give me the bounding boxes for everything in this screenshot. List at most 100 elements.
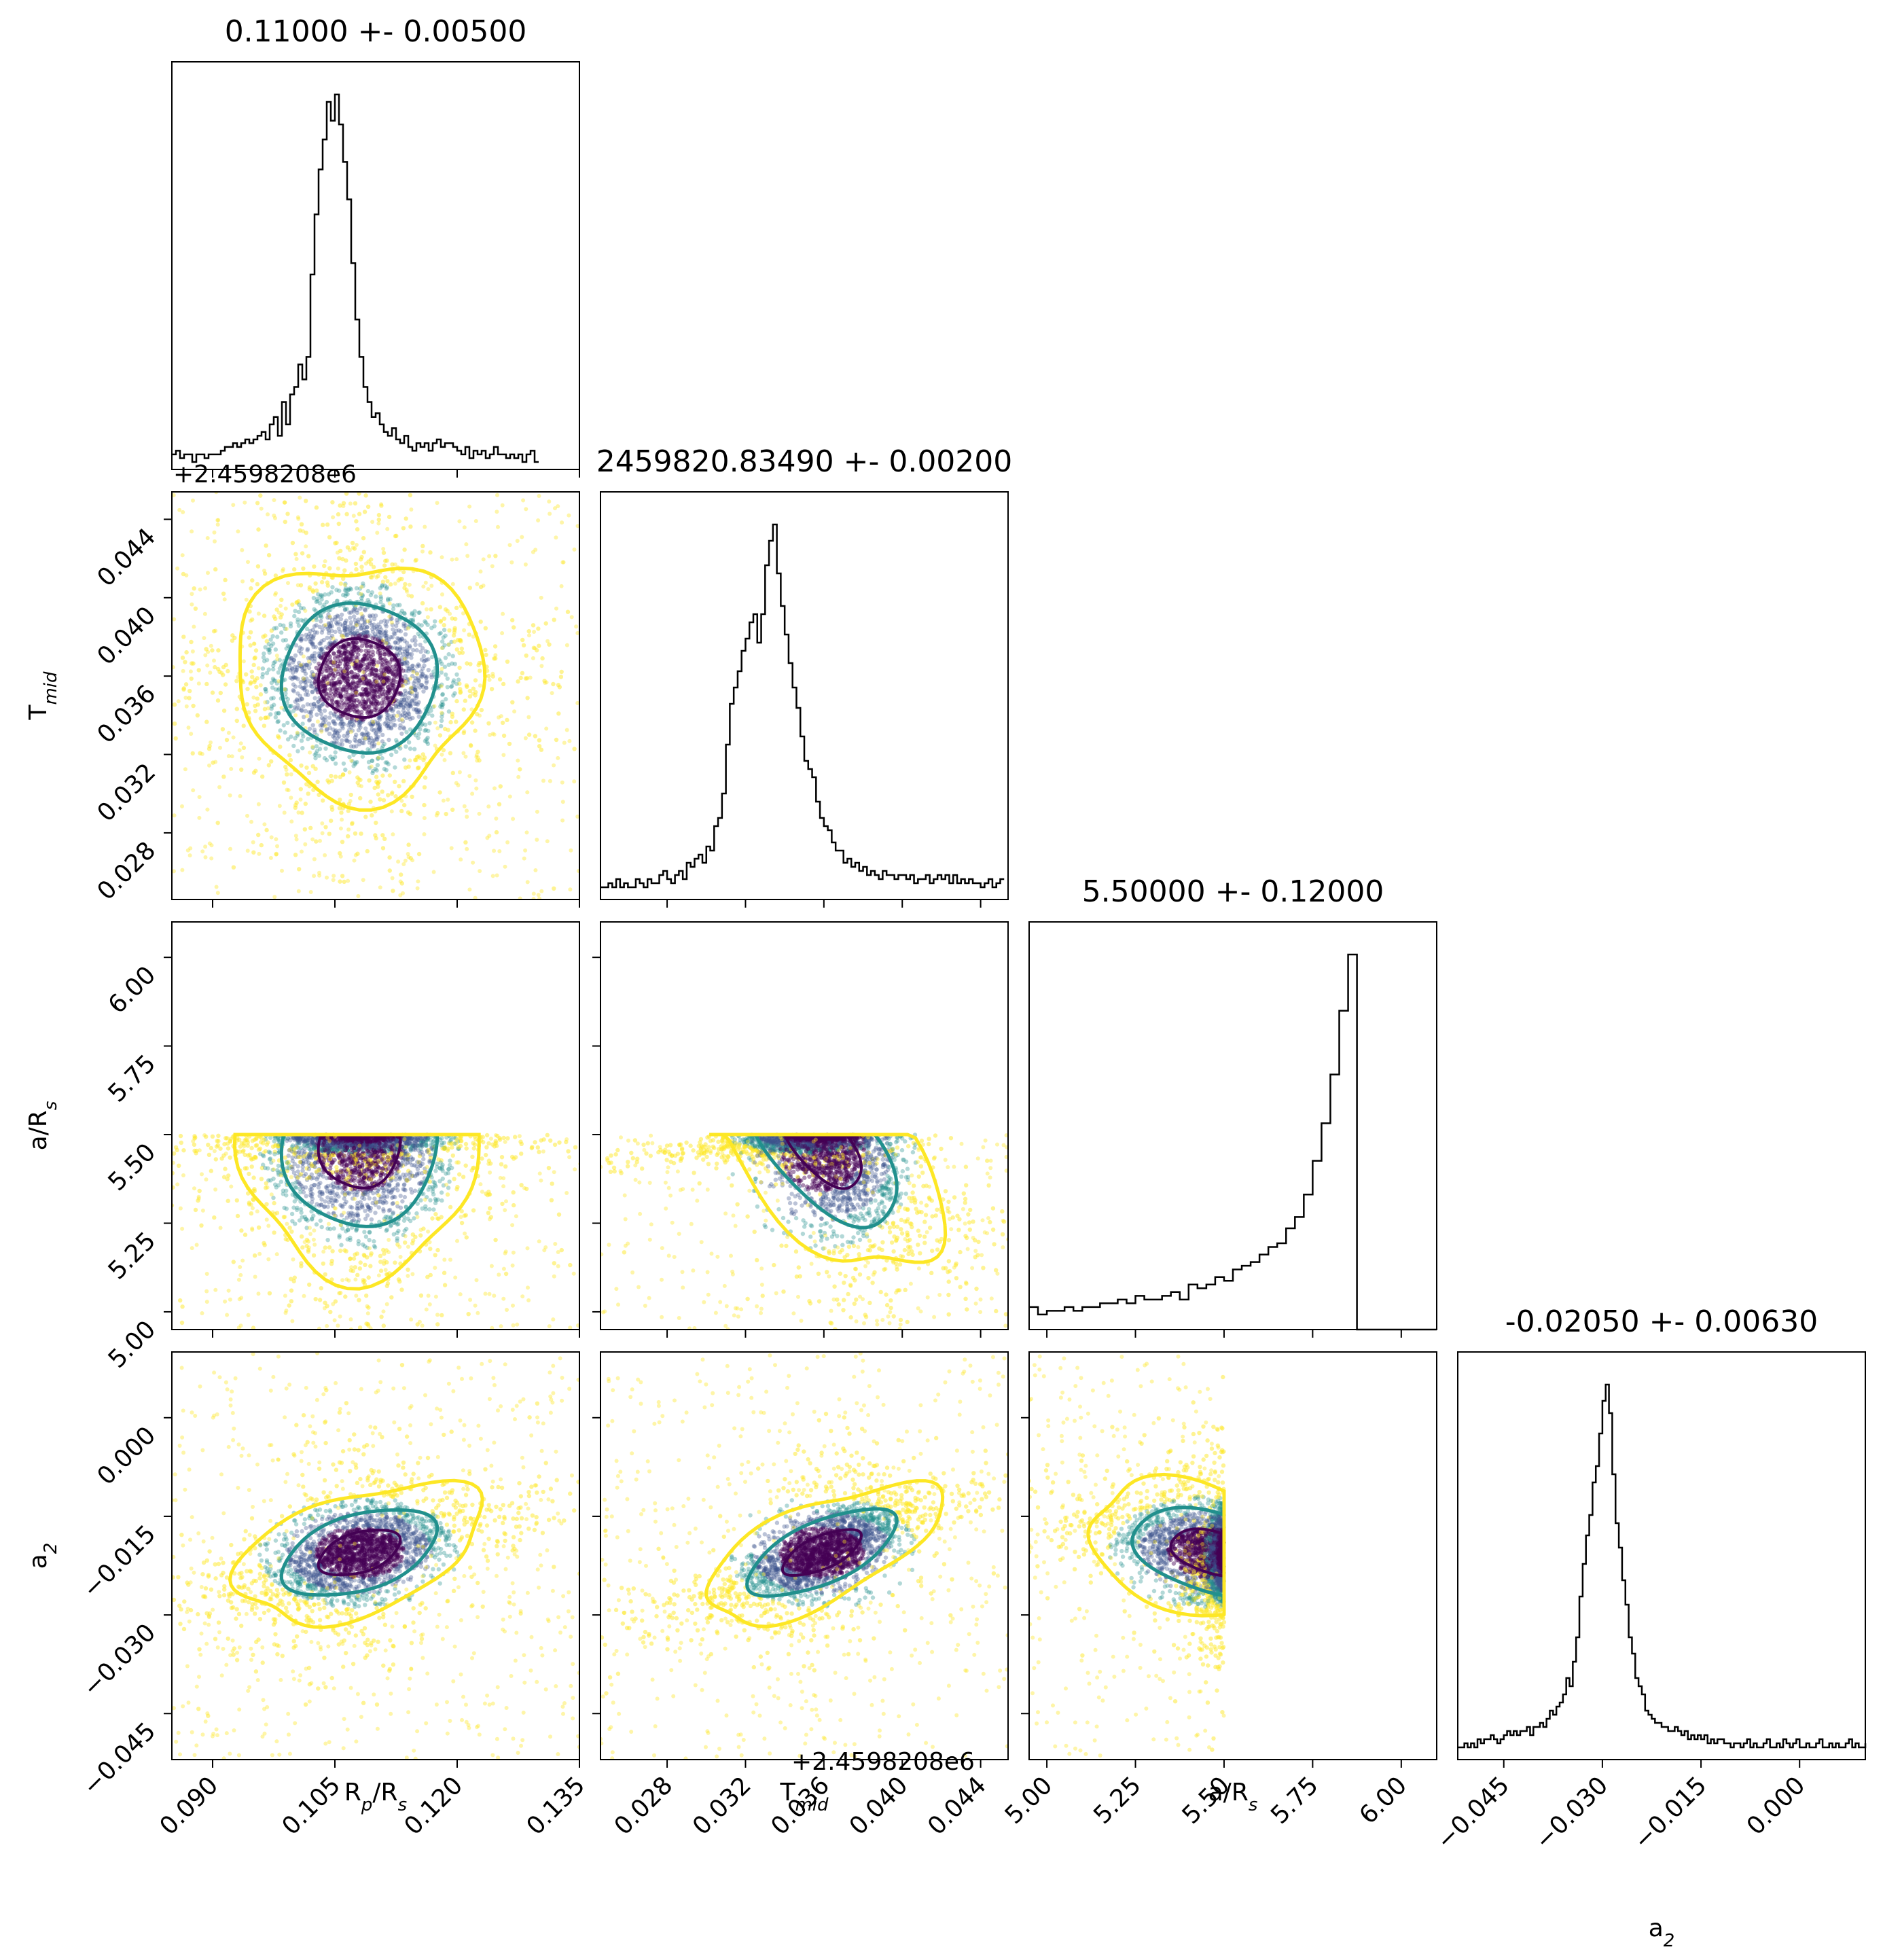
- sample-point: [488, 732, 492, 737]
- sample-point: [380, 674, 385, 679]
- sample-point: [372, 1245, 378, 1250]
- sample-point: [402, 660, 408, 666]
- sample-point: [342, 675, 348, 681]
- sample-point: [564, 728, 569, 732]
- sample-point: [363, 687, 368, 692]
- sample-point: [308, 709, 313, 715]
- sample-point: [421, 654, 426, 658]
- sample-point: [284, 768, 289, 772]
- sample-point: [219, 671, 224, 675]
- sample-point: [283, 638, 289, 643]
- sample-point: [352, 698, 357, 703]
- sample-point: [357, 492, 361, 496]
- sample-point: [418, 649, 423, 654]
- sample-point: [221, 708, 227, 713]
- sample-point: [372, 785, 377, 791]
- sample-point: [447, 628, 452, 633]
- sample-point: [341, 674, 346, 679]
- sample-point: [336, 672, 341, 677]
- sample-point: [351, 705, 356, 709]
- sample-point: [273, 573, 279, 578]
- sample-point: [389, 635, 393, 640]
- sample-point: [435, 1322, 440, 1327]
- sample-point: [255, 582, 260, 587]
- sample-point: [193, 606, 198, 611]
- sample-point: [246, 1153, 251, 1158]
- sample-point: [291, 675, 296, 679]
- sample-point: [181, 510, 185, 514]
- sample-point: [351, 644, 355, 649]
- sample-point: [469, 743, 473, 748]
- sample-point: [323, 746, 328, 751]
- sample-point: [401, 652, 406, 656]
- sample-point: [378, 652, 383, 657]
- sample-point: [396, 710, 401, 715]
- sample-point: [440, 646, 444, 650]
- sample-point: [469, 743, 473, 747]
- sample-point: [348, 623, 353, 628]
- sample-point: [445, 685, 450, 690]
- sample-point: [467, 504, 472, 509]
- sample-point: [190, 529, 194, 534]
- sample-point: [399, 683, 404, 688]
- sample-point: [366, 650, 371, 656]
- sample-point: [400, 558, 405, 563]
- sample-point: [299, 637, 304, 642]
- sample-point: [411, 647, 416, 653]
- sample-point: [381, 680, 387, 685]
- sample-point: [545, 639, 550, 643]
- sample-point: [420, 549, 425, 554]
- sample-point: [353, 672, 357, 677]
- sample-point: [320, 724, 325, 728]
- sample-point: [365, 665, 370, 670]
- sample-point: [351, 679, 355, 684]
- sample-point: [381, 603, 386, 608]
- sample-point: [365, 682, 371, 687]
- sample-point: [220, 727, 226, 732]
- sample-point: [565, 609, 571, 614]
- sample-point: [384, 586, 389, 591]
- sample-point: [371, 696, 376, 701]
- sample-point: [209, 643, 213, 648]
- sample-point: [317, 641, 322, 646]
- sample-point: [306, 665, 312, 671]
- sample-point: [478, 869, 482, 874]
- sample-point: [368, 614, 373, 619]
- sample-point: [295, 730, 300, 735]
- sample-point: [370, 659, 375, 664]
- sample-point: [268, 637, 273, 642]
- sample-point: [215, 891, 220, 895]
- sample-point: [342, 678, 347, 683]
- sample-point: [496, 524, 500, 529]
- sample-point: [343, 620, 348, 625]
- sample-point: [333, 681, 338, 686]
- sample-point: [371, 721, 376, 727]
- sample-point: [319, 722, 325, 727]
- sample-point: [377, 717, 382, 722]
- sample-point: [357, 719, 361, 724]
- sample-point: [337, 649, 342, 654]
- sample-point: [448, 1205, 453, 1210]
- sample-point: [342, 607, 348, 612]
- sample-point: [338, 661, 342, 666]
- sample-point: [319, 651, 323, 656]
- sample-point: [518, 675, 523, 680]
- sample-point: [349, 692, 354, 697]
- sample-point: [344, 1215, 349, 1220]
- sample-point: [512, 625, 516, 630]
- sample-point: [343, 662, 348, 667]
- sample-point: [393, 533, 398, 539]
- sample-point: [401, 862, 406, 866]
- sample-point: [566, 1149, 571, 1154]
- sample-point: [312, 752, 317, 758]
- sample-point: [408, 524, 413, 529]
- sample-point: [359, 643, 365, 648]
- sample-point: [444, 811, 448, 817]
- sample-point: [374, 673, 379, 678]
- sample-point: [442, 628, 447, 632]
- sample-point: [412, 707, 416, 712]
- sample-point: [399, 659, 404, 664]
- sample-point: [391, 478, 395, 482]
- sample-point: [484, 652, 488, 658]
- sample-point: [382, 677, 387, 682]
